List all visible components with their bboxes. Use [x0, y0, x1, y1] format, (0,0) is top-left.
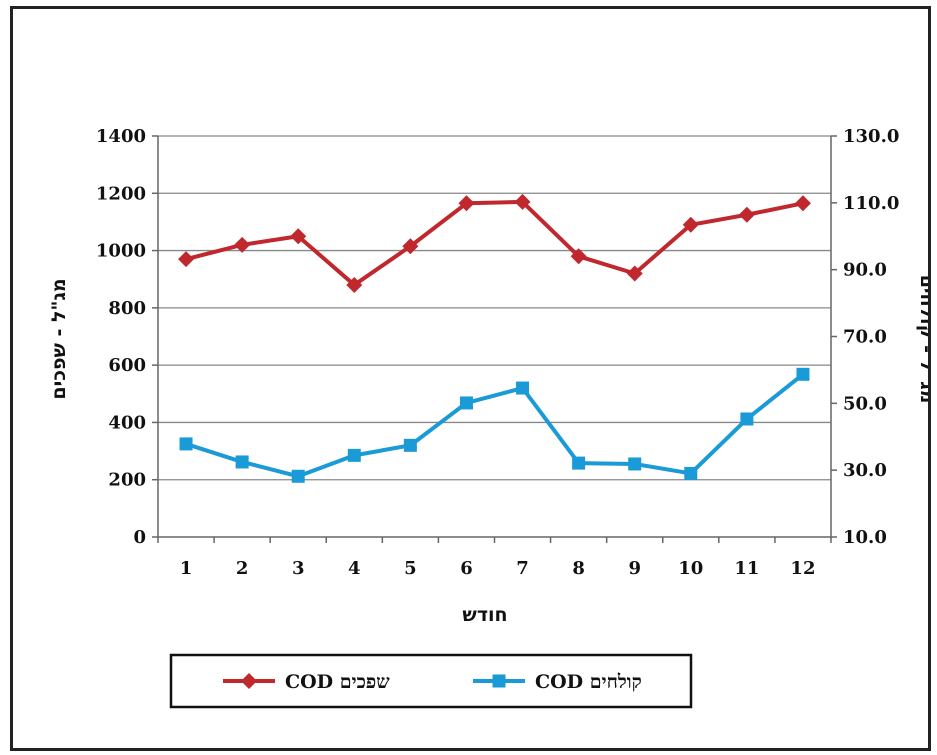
data-point — [684, 466, 698, 480]
x-axis-title: חודש — [462, 604, 507, 626]
legend-entry: COD קולחים — [473, 671, 642, 693]
axes — [152, 135, 837, 543]
data-point — [516, 381, 530, 395]
x-tick-labels: 1 2 3 4 5 6 7 8 9 10 11 12 — [180, 558, 816, 579]
gridlines — [158, 135, 831, 481]
y-tick-label: 1000 — [96, 241, 146, 262]
legend-entry: COD שפכים — [223, 671, 390, 693]
data-point — [628, 457, 642, 471]
data-point — [459, 396, 473, 410]
y2-tick-label: 130.0 — [843, 126, 899, 147]
data-point — [291, 469, 305, 483]
data-point — [347, 448, 361, 462]
data-point — [179, 437, 193, 451]
y2-axis-title: מג"ל - קולחים — [916, 275, 928, 404]
data-point — [794, 195, 811, 212]
data-point — [570, 248, 587, 265]
data-point — [235, 455, 249, 469]
x-tick-label: 10 — [678, 558, 703, 579]
y-tick-label: 800 — [108, 298, 146, 319]
data-point — [234, 236, 251, 253]
legend-label: COD שפכים — [285, 671, 390, 693]
x-tick-label: 12 — [790, 558, 815, 579]
y-axis-title: מג"ל - שפכים — [48, 278, 70, 399]
y-tick-label: 400 — [108, 412, 146, 433]
legend-marker — [241, 673, 257, 689]
data-point — [514, 193, 531, 210]
right-y-tick-labels: 10.0 30.0 50.0 70.0 90.0 110.0 130.0 — [843, 126, 899, 548]
x-tick-label: 9 — [628, 558, 641, 579]
y2-tick-label: 90.0 — [843, 260, 887, 281]
data-point — [682, 216, 699, 233]
x-tick-label: 4 — [348, 558, 361, 579]
y-tick-label: 0 — [133, 527, 146, 548]
legend-marker — [492, 674, 506, 688]
data-point — [626, 265, 643, 282]
y2-tick-label: 10.0 — [843, 527, 887, 548]
data-point — [796, 367, 810, 381]
legend: COD שפכים COD קולחים — [169, 653, 693, 709]
y2-tick-label: 70.0 — [843, 327, 887, 348]
data-point — [572, 456, 586, 470]
x-tick-label: 5 — [404, 558, 417, 579]
y-tick-label: 200 — [108, 470, 146, 491]
series-2 — [179, 367, 810, 483]
data-point — [458, 195, 475, 212]
series-line — [185, 372, 805, 479]
data-point — [346, 276, 363, 293]
y2-tick-label: 110.0 — [843, 193, 899, 214]
x-tick-label: 7 — [516, 558, 529, 579]
data-point — [402, 238, 419, 255]
data-point — [178, 251, 195, 268]
y-tick-label: 1400 — [96, 126, 146, 147]
x-tick-label: 1 — [180, 558, 193, 579]
data-point — [740, 412, 754, 426]
legend-label: COD קולחים — [535, 671, 642, 693]
chart-frame: 0 200 400 600 800 1000 1200 1400 10.0 30.0 50.0 70… — [10, 6, 931, 751]
series-1 — [178, 193, 811, 293]
data-point — [738, 206, 755, 223]
x-tick-label: 3 — [292, 558, 305, 579]
data-point — [290, 228, 307, 245]
y-tick-label: 600 — [108, 355, 146, 376]
data-point — [403, 438, 417, 452]
series-lines — [178, 193, 811, 483]
x-tick-label: 8 — [572, 558, 585, 579]
x-tick-label: 6 — [460, 558, 473, 579]
y-tick-label: 1200 — [96, 183, 146, 204]
y2-tick-label: 30.0 — [843, 460, 887, 481]
x-tick-label: 2 — [236, 558, 249, 579]
x-tick-label: 11 — [734, 558, 759, 579]
y2-tick-label: 50.0 — [843, 393, 887, 414]
left-y-tick-labels: 0 200 400 600 800 1000 1200 1400 — [96, 126, 146, 548]
series-line — [185, 199, 804, 287]
